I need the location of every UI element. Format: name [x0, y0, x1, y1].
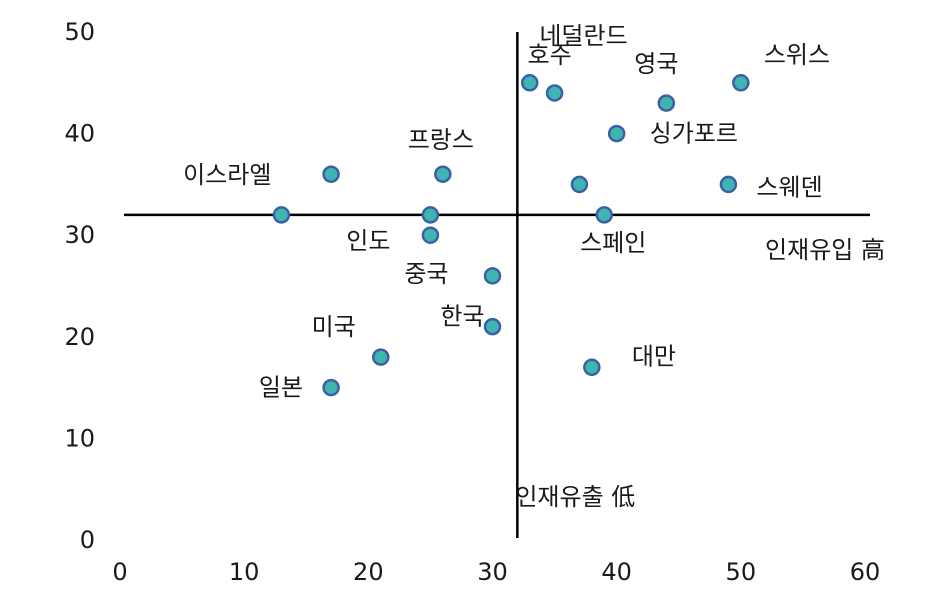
x-tick-label: 60 — [850, 558, 881, 586]
x-tick-label: 20 — [353, 558, 384, 586]
data-point — [570, 175, 589, 194]
quadrant-lines — [124, 32, 870, 538]
data-point — [434, 165, 452, 183]
x-axis-ticks: 0 10 20 30 40 50 60 — [112, 558, 880, 586]
data-point — [595, 206, 613, 224]
point-label: 한국 — [440, 303, 484, 331]
x-tick-label: 10 — [229, 558, 260, 586]
data-point — [421, 206, 440, 224]
data-point — [372, 348, 390, 366]
y-tick-label: 30 — [64, 221, 95, 249]
y-tick-label: 40 — [64, 120, 95, 148]
y-tick-label: 50 — [64, 18, 95, 46]
inflow-high-label: 인재유입 高 — [765, 236, 885, 264]
point-label: 스웨덴 — [756, 173, 822, 201]
data-point — [607, 124, 626, 143]
x-tick-label: 50 — [726, 558, 757, 586]
point-label: 대만 — [632, 342, 676, 370]
data-point — [657, 94, 676, 112]
data-point — [583, 358, 601, 377]
vertical-line-top-label: 네덜란드 — [539, 22, 627, 50]
data-points — [272, 74, 750, 397]
x-tick-label: 0 — [112, 558, 127, 586]
point-label: 싱가포르 — [650, 120, 738, 148]
data-point — [483, 317, 502, 336]
y-tick-label: 0 — [80, 526, 95, 554]
data-point — [719, 175, 738, 194]
data-point — [483, 267, 502, 285]
point-label: 이스라엘 — [183, 161, 271, 189]
data-point — [272, 206, 291, 224]
point-label: 중국 — [404, 260, 448, 288]
data-point — [322, 165, 340, 183]
point-label: 프랑스 — [408, 126, 474, 154]
x-tick-label: 30 — [477, 558, 508, 586]
y-axis-ticks: 0 10 20 30 40 50 — [64, 18, 95, 554]
point-label: 미국 — [312, 313, 356, 341]
y-tick-label: 20 — [64, 323, 95, 351]
quadrant-labels: 네덜란드 인재유입 高 인재유출 低 — [515, 22, 885, 511]
point-label: 일본 — [259, 374, 303, 402]
point-label: 호주 — [527, 41, 571, 69]
point-label: 스페인 — [580, 229, 646, 257]
y-tick-label: 10 — [64, 424, 95, 452]
point-label: 인도 — [346, 227, 390, 255]
data-point — [421, 226, 440, 244]
point-label: 스위스 — [764, 41, 830, 69]
x-tick-label: 40 — [601, 558, 632, 586]
point-label: 영국 — [634, 50, 678, 78]
outflow-low-label: 인재유출 低 — [515, 483, 635, 511]
data-point — [322, 378, 340, 397]
data-point — [521, 74, 539, 92]
data-point — [732, 74, 750, 92]
data-point — [545, 84, 564, 102]
